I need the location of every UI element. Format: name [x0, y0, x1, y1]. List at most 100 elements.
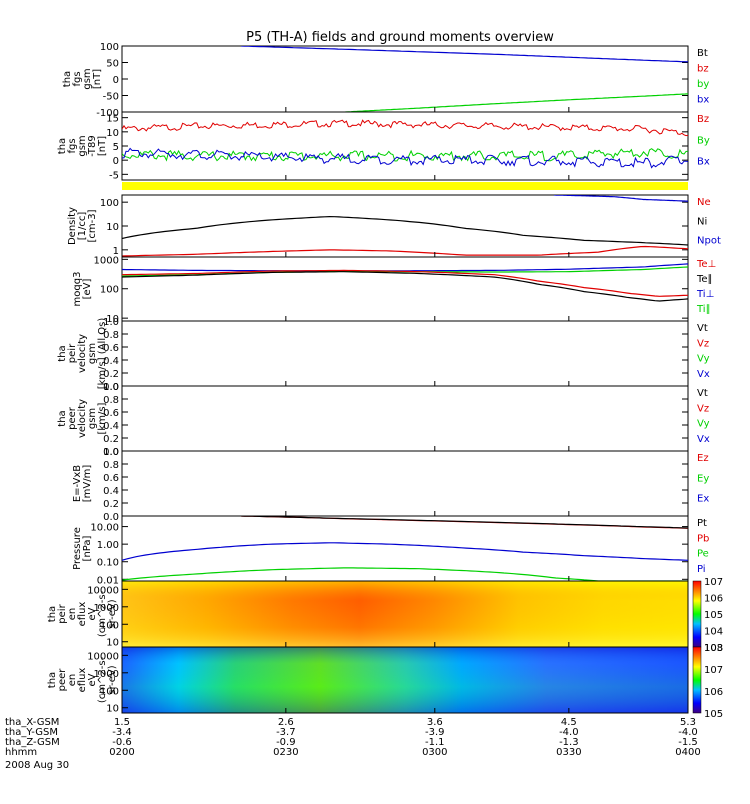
x-tick-label: -4.0: [678, 727, 698, 738]
y-axis-label: tha: [57, 345, 68, 361]
panel-9: 10000 1000 100 10 107 106 105 104 103 tha peir en ef…: [47, 577, 723, 654]
y-tick-label: 10000: [87, 585, 119, 596]
colorbar-tick-label: 105: [704, 709, 723, 720]
y-tick-label: 0.6: [103, 473, 119, 484]
y-axis-label: (cm^2-s-: [97, 656, 108, 703]
y-tick-label: 0.6: [103, 408, 119, 419]
legend-entry: Vt: [697, 388, 708, 399]
x-row-label: tha_X-GSM: [5, 717, 59, 728]
series-bz-line: [122, 119, 688, 137]
y-axis-label: tha: [57, 138, 68, 154]
x-tick-label: 1.5: [114, 717, 130, 728]
legend-entry: by: [697, 79, 709, 90]
y-axis-label: gsm: [87, 343, 98, 364]
legend-entry: Bx: [697, 157, 710, 168]
x-tick-label: -3.4: [112, 727, 132, 738]
series-pe-line: [122, 567, 688, 581]
panel-1: 100 50 0 -50 -100 tha fgs gsm [nT] Bt bz by bx: [62, 42, 709, 119]
x-axis: tha_X-GSMtha_Y-GSMtha_Z-GSMhhmm1.5-3.4-0…: [5, 717, 701, 758]
panel-frame: [121, 45, 689, 113]
y-tick-label: 0.8: [103, 395, 119, 406]
status-bar: [122, 182, 688, 190]
legend-entry: Npot: [697, 236, 721, 247]
colorbar-tick-label: 108: [704, 643, 723, 654]
panel-frame: [121, 450, 689, 517]
x-tick-label: 0300: [422, 747, 447, 758]
legend-entry: Ex: [697, 494, 709, 505]
panel-frame: [121, 256, 689, 322]
colorbar: [692, 646, 702, 714]
y-axis-label: sr-eV): [107, 599, 118, 628]
panel-frame: [121, 320, 689, 387]
y-tick-label: 0.01: [97, 575, 119, 586]
x-tick-label: -4.0: [559, 727, 579, 738]
y-axis-label: [cm-3]: [87, 209, 98, 242]
colorbar-tick-label: 106: [704, 594, 723, 605]
colorbar-tick-label: 104: [704, 627, 723, 638]
series-te-line: [122, 271, 688, 302]
y-axis-label: peir: [67, 343, 78, 363]
y-tick-label: 0.4: [103, 486, 119, 497]
y-tick-label: 0.2: [103, 499, 119, 510]
x-row-label: tha_Z-GSM: [5, 737, 60, 748]
y-axis-label: (cm^2-s-: [97, 590, 108, 637]
y-axis-label: Density: [67, 207, 78, 245]
panel-4: 1000 100 10 moqq3 [eV] Te⊥ Te∥ Ti⊥ Ti∥: [72, 255, 716, 325]
x-tick-label: -1.1: [425, 737, 445, 748]
y-axis-label: tha: [57, 410, 68, 426]
panel-frame: [121, 111, 689, 181]
y-axis-label: en: [67, 608, 78, 621]
x-tick-label: 0200: [109, 747, 134, 758]
y-axis-label: peer: [57, 668, 68, 692]
y-axis-label: peer: [67, 406, 78, 430]
y-tick-label: -50: [103, 92, 119, 103]
y-axis-label: [km/s]: [97, 402, 108, 434]
series-npot-line: [553, 195, 688, 202]
y-axis-label: gsm: [82, 68, 93, 89]
y-axis-label: -T89: [87, 135, 98, 157]
x-tick-label: -0.6: [112, 737, 132, 748]
y-tick-label: -5: [109, 170, 119, 181]
y-tick-label: 100: [100, 285, 119, 296]
panel-8: 10.00 1.00 0.10 0.01 Pressure [nPa] Pt Pb Pe Pi: [72, 515, 709, 586]
panel-frame: [121, 646, 689, 714]
y-tick-label: 10: [106, 704, 119, 715]
legend-entry: Ti⊥: [696, 289, 714, 300]
plot-title: P5 (TH-A) fields and ground moments over…: [246, 30, 554, 45]
y-tick-label: 1: [113, 246, 119, 257]
x-tick-label: 5.3: [680, 717, 696, 728]
legend-entry: bz: [697, 64, 709, 75]
y-axis-label: [nT]: [97, 136, 108, 156]
series-pt-line: [241, 516, 688, 529]
y-tick-label: 10: [106, 314, 119, 325]
panel-3: 100 10 1 Density [1/cc] [cm-3] Ne Ni Npot: [67, 194, 721, 258]
y-axis-label: Pressure: [72, 527, 83, 570]
legend-entry: Vz: [697, 338, 709, 349]
y-tick-label: 5: [113, 142, 119, 153]
x-row-label: tha_Y-GSM: [5, 727, 58, 738]
legend-entry: Ez: [697, 453, 709, 464]
colorbar-tick-label: 103: [704, 643, 723, 654]
y-tick-label: 1000: [94, 603, 119, 614]
x-tick-label: -1.5: [678, 737, 698, 748]
y-tick-label: 10: [106, 128, 119, 139]
y-tick-label: 1.0: [103, 317, 119, 328]
panel-frame: [121, 385, 689, 452]
y-axis-label: [nT]: [92, 69, 103, 89]
y-tick-label: 0.2: [103, 369, 119, 380]
series-bt-line: [241, 46, 688, 63]
legend-entry: Pi: [697, 564, 706, 575]
y-tick-label: 15: [106, 114, 119, 125]
y-tick-label: 0.6: [103, 343, 119, 354]
y-axis-label: fgs: [67, 138, 78, 153]
y-axis-label: tha: [47, 672, 58, 688]
y-axis-label: tha: [47, 606, 58, 622]
y-axis-label: gsm: [77, 135, 88, 156]
legend-entry: Pt: [697, 518, 707, 529]
y-tick-label: 100: [100, 42, 119, 53]
y-tick-label: 1.00: [97, 540, 119, 551]
series-by-line: [122, 148, 688, 162]
x-tick-label: -1.3: [559, 737, 579, 748]
series-bx-line: [122, 147, 688, 169]
